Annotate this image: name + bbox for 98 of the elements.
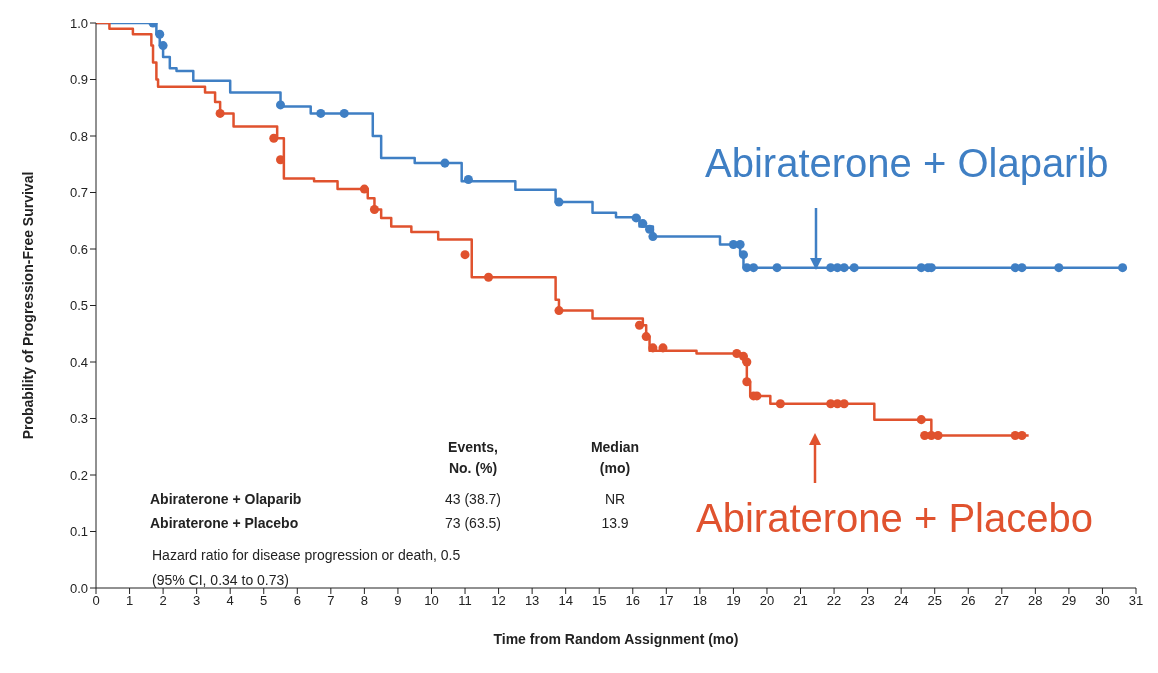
x-tick-label: 6	[293, 593, 301, 609]
point	[484, 272, 494, 282]
y-tick-label: 0.5	[69, 298, 88, 314]
point	[1017, 430, 1027, 440]
x-tick-label: 24	[893, 593, 909, 609]
x-tick-label: 16	[625, 593, 641, 609]
point	[839, 399, 849, 409]
series-label: Abiraterone + Olaparib	[705, 141, 1109, 186]
annotation: (95% CI, 0.34 to 0.73)	[152, 572, 289, 588]
annotation: (mo)	[599, 460, 631, 476]
point	[463, 175, 473, 185]
y-tick-label: 0.6	[69, 241, 88, 257]
x-tick-label: 5	[260, 593, 268, 609]
y-tick-label: 1.0	[69, 15, 88, 31]
point	[339, 108, 349, 118]
y-tick-label: 0.9	[69, 72, 88, 88]
point	[742, 357, 752, 367]
x-tick-label: 27	[994, 593, 1010, 609]
annotation: Median	[590, 439, 640, 455]
point	[1017, 263, 1027, 273]
point	[369, 204, 379, 214]
point	[648, 232, 658, 242]
x-tick-label: 1	[125, 593, 134, 609]
x-tick-label: 8	[360, 593, 368, 609]
y-axis-title: Probability of Progression-Free Survival	[19, 171, 36, 440]
x-tick-label: 11	[458, 593, 472, 609]
y-tick-label: 0.2	[69, 467, 88, 483]
point	[215, 108, 225, 118]
x-tick-label: 0	[92, 593, 100, 609]
x-tick-label: 31	[1128, 593, 1144, 609]
point	[269, 133, 279, 143]
x-tick-label: 22	[826, 593, 842, 609]
annotation: No. (%)	[448, 460, 498, 476]
x-tick-label: 30	[1095, 593, 1110, 609]
x-tick-label: 29	[1061, 593, 1077, 609]
x-axis-title: Time from Random Assignment (mo)	[493, 631, 739, 647]
point	[933, 430, 943, 440]
point	[839, 263, 849, 273]
point	[158, 41, 168, 51]
x-tick-label: 13	[524, 593, 540, 609]
point	[440, 158, 450, 168]
x-tick-label: 20	[759, 593, 775, 609]
point	[155, 29, 165, 39]
x-tick-label: 3	[193, 593, 201, 609]
y-tick-label: 0.0	[69, 580, 88, 596]
point	[554, 197, 564, 207]
annotation: Hazard ratio for disease progression or death, 0.5	[152, 547, 461, 563]
point	[742, 377, 752, 387]
x-tick-label: 19	[726, 593, 741, 609]
y-tick-label: 0.7	[69, 185, 88, 201]
point	[749, 263, 759, 273]
annotation: Abiraterone + Olaparib	[150, 491, 302, 507]
point	[631, 213, 641, 223]
point	[359, 184, 369, 194]
legend-label: Abiraterone + Placebo	[696, 496, 1093, 541]
y-tick-label: 0.3	[69, 411, 88, 427]
point	[648, 343, 658, 353]
point	[772, 263, 782, 273]
x-tick-label: 2	[159, 593, 167, 609]
x-tick-label: 26	[961, 593, 976, 609]
x-tick-label: 10	[424, 593, 439, 609]
point	[460, 250, 470, 260]
x-tick-label: 9	[394, 593, 402, 609]
x-tick-label: 23	[860, 593, 875, 609]
annotation: Abiraterone + Placebo	[150, 515, 299, 531]
point	[641, 332, 651, 342]
point	[775, 399, 785, 409]
point	[276, 100, 286, 110]
point	[735, 239, 745, 249]
point	[658, 343, 668, 353]
x-tick-label: 4	[226, 593, 234, 609]
x-tick-label: 14	[558, 593, 573, 609]
point	[638, 219, 648, 229]
x-tick-label: 17	[659, 593, 674, 609]
x-tick-label: 12	[491, 593, 506, 609]
y-tick-label: 0.1	[69, 524, 88, 540]
x-tick-label: 15	[591, 593, 607, 609]
annotation: 73 (63.5)	[444, 515, 502, 531]
point	[849, 263, 859, 273]
point	[1118, 263, 1128, 273]
x-tick-label: 25	[927, 593, 942, 609]
point	[645, 224, 655, 234]
x-tick-label: 28	[1028, 593, 1043, 609]
point	[316, 108, 326, 118]
x-tick-label: 7	[327, 593, 335, 609]
annotation: 13.9	[601, 515, 629, 531]
point	[916, 415, 926, 425]
point	[1054, 263, 1064, 273]
point	[738, 250, 748, 260]
point	[634, 320, 644, 330]
point	[554, 306, 564, 316]
annotation: NR	[604, 491, 626, 507]
x-tick-label: 21	[793, 593, 808, 609]
annotation: Events,	[448, 439, 498, 455]
y-tick-label: 0.4	[69, 354, 88, 370]
x-tick-label: 18	[692, 593, 708, 609]
annotation: 43 (38.7)	[444, 491, 502, 507]
y-tick-label: 0.8	[69, 128, 88, 144]
